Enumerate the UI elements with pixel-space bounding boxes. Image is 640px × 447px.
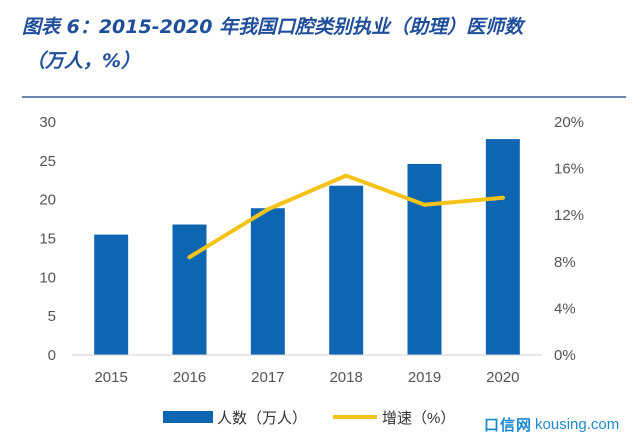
- legend-bar-swatch: [163, 411, 213, 423]
- right-tick-label: 8%: [554, 254, 576, 271]
- left-tick-label: 10: [39, 269, 56, 286]
- bar-2015: [94, 234, 129, 355]
- title-line-1: 图表 6：2015-2020 年我国口腔类别执业（助理）医师数: [22, 16, 524, 38]
- right-tick-label: 12%: [554, 207, 584, 224]
- right-tick-label: 16%: [554, 161, 584, 178]
- watermark-site: kousing.com: [535, 415, 620, 433]
- growth-point-2016: [187, 255, 192, 260]
- watermark: 口信网 kousing.com: [484, 411, 619, 437]
- bar-2019: [407, 163, 442, 355]
- right-tick-label: 4%: [554, 300, 576, 317]
- bar-2018: [329, 185, 364, 355]
- x-tick-label: 2016: [173, 369, 206, 386]
- left-tick-label: 30: [39, 114, 56, 131]
- legend: 人数（万人） 增速（%）: [163, 410, 455, 427]
- legend-line-label: 增速（%）: [382, 410, 455, 427]
- watermark-logo: 口信网: [484, 415, 533, 434]
- left-tick-label: 15: [39, 231, 56, 248]
- x-tick-label: 2019: [408, 369, 441, 386]
- chart-frame: [22, 96, 626, 441]
- growth-point-2017: [265, 207, 270, 212]
- right-tick-label: 0%: [554, 347, 576, 364]
- growth-point-2018: [344, 173, 349, 178]
- x-axis-ticks: 2015 2016 2017 2018 2019 2020: [94, 369, 519, 386]
- x-tick-label: 2017: [251, 369, 284, 386]
- bar-2017: [250, 208, 285, 355]
- left-axis-ticks: 0 5 10 15 20 25 30: [39, 114, 56, 364]
- left-tick-label: 25: [39, 153, 56, 170]
- right-tick-label: 20%: [554, 114, 584, 131]
- right-axis-ticks: 0% 4% 8% 12% 16% 20%: [554, 114, 584, 364]
- growth-line-series: [187, 173, 505, 260]
- x-tick-label: 2020: [486, 369, 519, 386]
- growth-point-2019: [422, 202, 427, 207]
- left-tick-label: 20: [39, 192, 56, 209]
- left-tick-label: 0: [48, 347, 56, 364]
- chart-title: 图表 6：2015-2020 年我国口腔类别执业（助理）医师数 （万人，%）: [22, 10, 632, 78]
- bar-series: [94, 139, 520, 355]
- title-line-2: （万人，%）: [26, 50, 141, 72]
- bar-2016: [172, 224, 207, 355]
- legend-bar-label: 人数（万人）: [217, 410, 307, 427]
- growth-point-2020: [500, 195, 505, 200]
- left-tick-label: 5: [48, 308, 56, 325]
- bar-2020: [485, 139, 520, 355]
- x-tick-label: 2018: [329, 369, 362, 386]
- x-tick-label: 2015: [94, 369, 127, 386]
